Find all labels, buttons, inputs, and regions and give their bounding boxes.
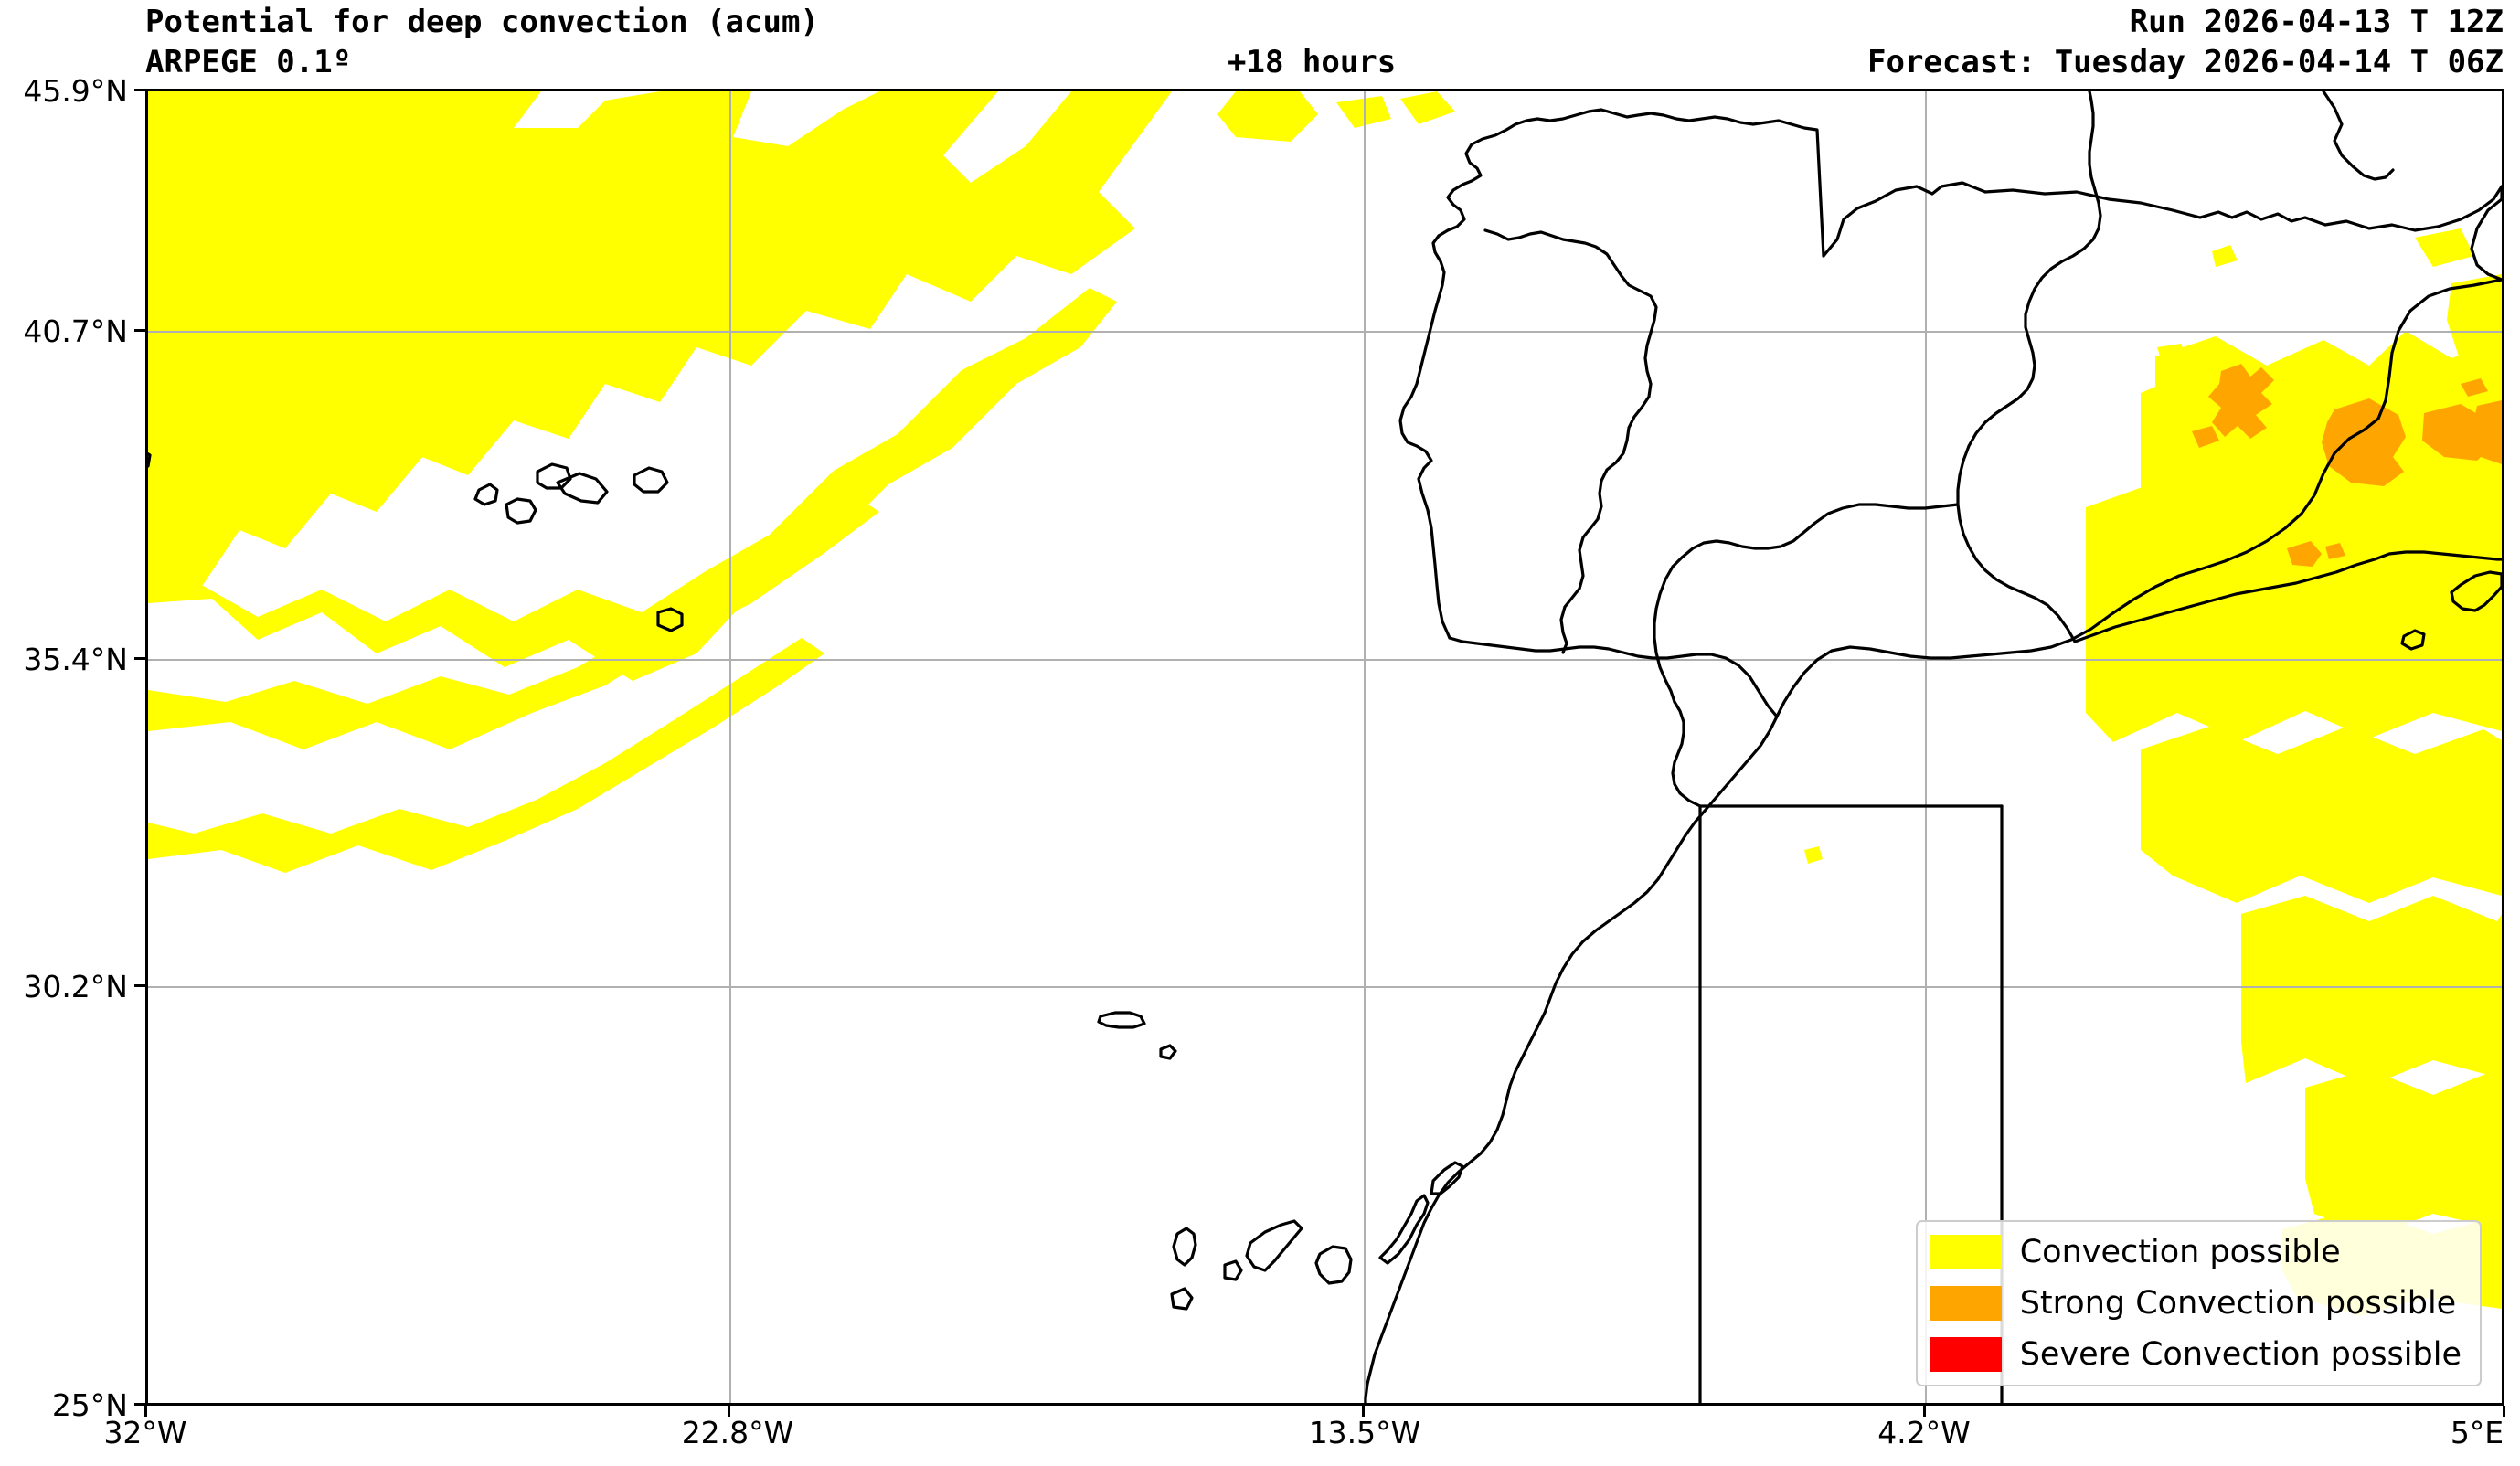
convection-orange-areas — [2192, 364, 2502, 567]
y-tickmark-45-9 — [134, 89, 145, 91]
y-tick-label-30-2: 30.2°N — [23, 969, 128, 1004]
x-tick-label-4-2w: 4.2°W — [1877, 1415, 1971, 1450]
forecast-timestamp: Forecast: Tuesday 2026-04-14 T 06Z — [1867, 44, 2504, 80]
legend-label-convection-possible: Convection possible — [2019, 1233, 2341, 1270]
convection-field-overlay — [148, 91, 2502, 1316]
legend-label-strong-convection-possible: Strong Convection possible — [2019, 1284, 2457, 1322]
legend-label-severe-convection-possible: Severe Convection possible — [2019, 1335, 2462, 1373]
legend-swatch-yellow — [1930, 1235, 2002, 1269]
x-tick-label-32w: 32°W — [103, 1415, 187, 1450]
y-tickmark-25 — [134, 1403, 145, 1406]
x-tickmark-32w — [144, 1406, 147, 1417]
legend-swatch-red — [1930, 1337, 2002, 1372]
lead-time-label: +18 hours — [1228, 44, 1397, 80]
x-tick-label-13-5w: 13.5°W — [1308, 1415, 1421, 1450]
x-tickmark-4-2w — [1923, 1406, 1926, 1417]
legend-swatch-orange — [1930, 1286, 2002, 1321]
y-tickmark-30-2 — [134, 984, 145, 987]
map-legend[interactable]: Convection possible Strong Convection po… — [1915, 1220, 2482, 1386]
y-tickmark-35-4 — [134, 657, 145, 660]
y-tick-label-35-4: 35.4°N — [23, 642, 128, 677]
run-timestamp: Run 2026-04-13 T 12Z — [2129, 4, 2504, 40]
convection-yellow-areas — [148, 91, 2502, 1316]
x-tickmark-5e — [2503, 1406, 2505, 1417]
y-tick-label-40-7: 40.7°N — [23, 313, 128, 349]
map-gridlines — [148, 91, 2502, 1403]
legend-item-severe-convection-possible[interactable]: Severe Convection possible — [1930, 1335, 2462, 1374]
y-tick-label-25: 25°N — [51, 1387, 128, 1423]
map-plot-area: Convection possible Strong Convection po… — [145, 89, 2504, 1406]
y-tick-label-45-9: 45.9°N — [23, 73, 128, 109]
chart-header: Potential for deep convection (acum) ARP… — [0, 0, 2520, 89]
x-tick-label-5e: 5°E — [2450, 1415, 2504, 1450]
y-tickmark-40-7 — [134, 329, 145, 332]
legend-item-strong-convection-possible[interactable]: Strong Convection possible — [1930, 1284, 2462, 1323]
page-title: Potential for deep convection (acum) — [145, 4, 819, 40]
x-tickmark-22-8w — [728, 1406, 730, 1417]
x-tick-label-22-8w: 22.8°W — [681, 1415, 794, 1450]
legend-item-convection-possible[interactable]: Convection possible — [1930, 1233, 2462, 1271]
model-label: ARPEGE 0.1º — [145, 44, 352, 80]
x-tickmark-13-5w — [1362, 1406, 1365, 1417]
coastline-overlay — [148, 91, 2502, 1403]
